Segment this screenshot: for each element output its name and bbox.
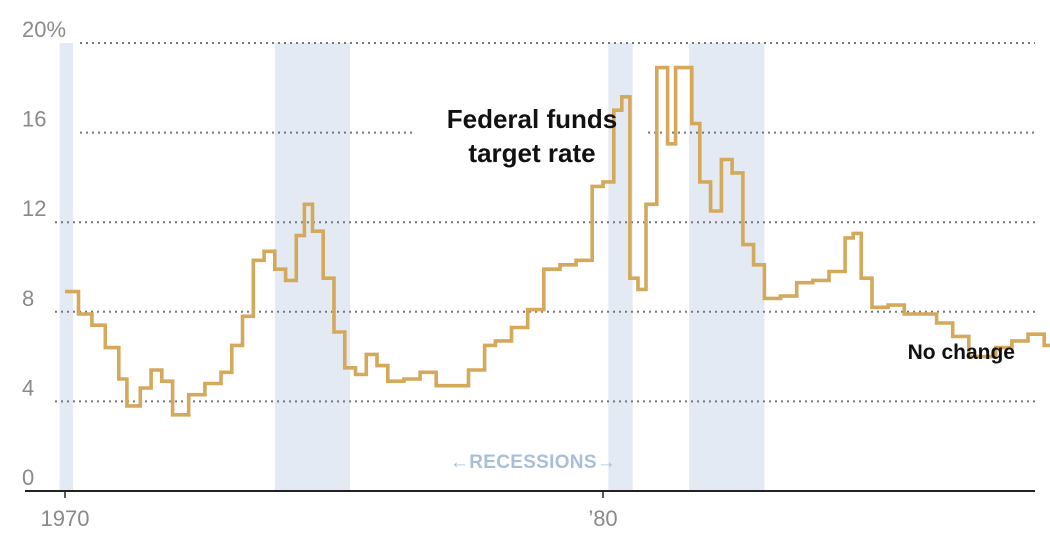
recession-bands — [59, 43, 765, 491]
recession-band-3 — [689, 43, 765, 491]
recessions-label: ←RECESSIONS→ — [450, 452, 616, 473]
y-tick-label-4: 4 — [22, 375, 34, 400]
x-tick-label-1: ’80 — [588, 506, 617, 531]
no-change-annotation: No change — [908, 341, 1015, 364]
y-axis-ticks: 20% 16 12 8 4 0 — [22, 17, 66, 490]
y-tick-label-0: 20% — [22, 17, 66, 42]
x-tick-label-0: 1970 — [41, 506, 90, 531]
chart-title-line-2: target rate — [468, 138, 595, 168]
recession-band-1 — [274, 43, 351, 491]
y-tick-label-1: 16 — [22, 107, 46, 132]
y-tick-label-3: 8 — [22, 286, 34, 311]
gridlines — [25, 42, 1035, 492]
recession-band-0 — [59, 43, 74, 491]
rate-line-layer — [65, 65, 1050, 417]
x-axis-ticks: 1970’80’902000’10’20 — [41, 491, 618, 531]
chart-title-line-1: Federal funds — [447, 104, 617, 134]
y-tick-label-2: 12 — [22, 196, 46, 221]
y-tick-label-5: 0 — [22, 465, 34, 490]
rate-line-series-0 — [65, 65, 1050, 417]
